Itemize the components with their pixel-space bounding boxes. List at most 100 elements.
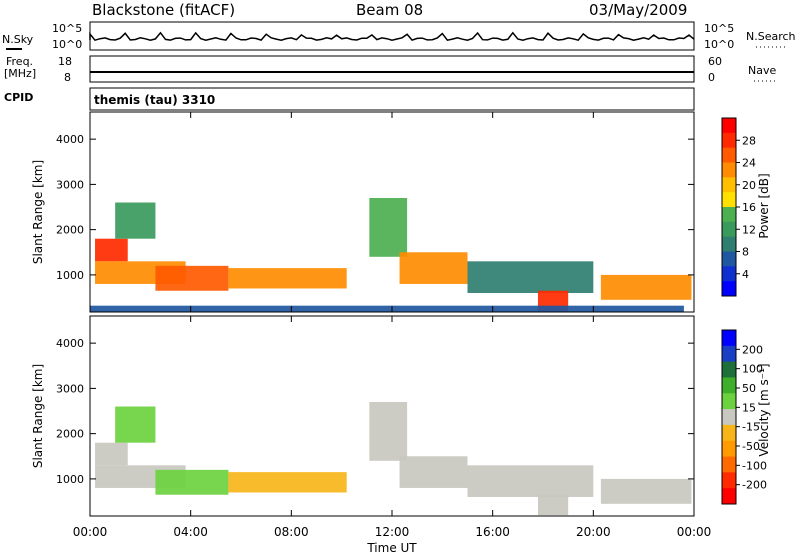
power-cbar-swatch-2 <box>722 147 736 163</box>
power-ytick-0: 4000 <box>56 133 84 146</box>
x-tick-4: 16:00 <box>475 525 510 539</box>
velocity-colorbar: 200 100 50 15 -15 -50 -100 -200 <box>721 329 767 505</box>
station-title: Blackstone (fitACF) <box>92 1 235 19</box>
cpid-panel-frame <box>89 87 695 111</box>
x-tick-1: 04:00 <box>173 525 208 539</box>
nave-tick-bottom: 0 <box>708 71 715 84</box>
power-cbar-tick-6: 4 <box>742 268 749 281</box>
power-region-5 <box>369 197 408 257</box>
velocity-cbar-tick-7: -200 <box>742 479 767 492</box>
velocity-colorbar-label: Velocity [m s⁻¹] <box>757 363 771 456</box>
freq-panel-frame <box>89 55 695 83</box>
noise-trace <box>89 31 695 42</box>
freq-tick-top: 18 <box>58 55 72 68</box>
power-cbar-swatch-11 <box>722 281 736 297</box>
noise-left-tick-bottom: 10^0 <box>52 38 82 51</box>
beam-title: Beam 08 <box>356 1 423 19</box>
x-tick-3: 12:00 <box>375 525 410 539</box>
velocity-cbar-frame <box>721 329 737 505</box>
power-cbar-tick-1: 24 <box>742 157 756 170</box>
x-tick-5: 20:00 <box>576 525 611 539</box>
power-ytick-1: 3000 <box>56 178 84 191</box>
power-region-9 <box>600 274 692 300</box>
noise-left-label: N.Sky <box>2 33 34 46</box>
velocity-region-7 <box>467 465 594 497</box>
velocity-region-0 <box>95 442 128 466</box>
velocity-cbar-swatch-9 <box>722 472 736 489</box>
power-ytick-3: 1000 <box>56 269 84 282</box>
velocity-panel: 4000 3000 2000 1000 <box>56 337 694 516</box>
power-cbar-tick-2: 20 <box>742 179 756 192</box>
nave-label: Nave <box>748 64 776 77</box>
velocity-cbar-tick-1: 100 <box>742 363 763 376</box>
noise-right-tick-top: 10^5 <box>704 22 734 35</box>
power-ylabel: Slant Range [km] <box>31 160 45 264</box>
x-axis-label: Time UT <box>366 541 417 554</box>
power-cbar-swatch-10 <box>722 266 736 282</box>
velocity-ytick-3: 1000 <box>56 473 84 486</box>
power-cbar-swatch-5 <box>722 192 736 208</box>
x-axis-ticks: 00:00 04:00 08:00 12:00 16:00 20:00 00:00 <box>73 112 712 539</box>
velocity-region-2 <box>115 406 156 443</box>
nave-tick-top: 60 <box>708 55 722 68</box>
power-cbar-swatch-1 <box>722 132 736 149</box>
cpid-mode-text: themis (tau) 3310 <box>94 93 215 107</box>
power-cbar-swatch-3 <box>722 162 736 178</box>
power-cbar-swatch-7 <box>722 221 736 238</box>
velocity-cbar-tick-5: -50 <box>742 440 760 453</box>
velocity-region-9 <box>600 478 692 504</box>
x-tick-2: 08:00 <box>274 525 309 539</box>
power-region-2 <box>115 202 156 239</box>
freq-tick-bottom: 8 <box>64 71 71 84</box>
power-region-4 <box>228 268 347 289</box>
velocity-region-6 <box>399 456 468 488</box>
velocity-region-3 <box>155 469 229 495</box>
noise-right-tick-bottom: 10^0 <box>704 38 734 51</box>
velocity-cbar-swatch-8 <box>722 456 736 473</box>
velocity-cbar-tick-6: -100 <box>742 459 767 472</box>
power-cbar-tick-0: 28 <box>742 134 756 147</box>
power-region-6 <box>399 252 468 284</box>
freq-label: Freq. <box>6 55 33 68</box>
velocity-cbar-swatch-5 <box>722 409 736 426</box>
power-colorbar-label: Power [dB] <box>757 173 771 238</box>
velocity-cbar-swatch-4 <box>722 393 736 410</box>
velocity-cbar-tick-3: 15 <box>742 401 756 414</box>
power-region-10 <box>90 305 684 312</box>
power-cbar-swatch-4 <box>722 177 736 193</box>
power-ytick-2: 2000 <box>56 224 84 237</box>
power-panel: 4000 3000 2000 1000 <box>56 133 694 312</box>
power-cbar-swatch-6 <box>722 207 736 223</box>
velocity-cbar-swatch-0 <box>722 330 736 347</box>
velocity-ylabel: Slant Range [km] <box>31 364 45 468</box>
velocity-region-4 <box>228 472 347 493</box>
velocity-cbar-tick-0: 200 <box>742 343 763 356</box>
noise-panel-frame <box>89 21 695 51</box>
velocity-cbar-swatch-10 <box>722 488 736 505</box>
power-cbar-tick-4: 12 <box>742 223 756 236</box>
cpid-label: CPID <box>4 91 33 104</box>
velocity-ytick-1: 3000 <box>56 382 84 395</box>
noise-left-tick-top: 10^5 <box>52 22 82 35</box>
velocity-cbar-swatch-3 <box>722 377 736 394</box>
freq-unit-label: [MHz] <box>4 67 36 80</box>
x-tick-0: 00:00 <box>73 525 108 539</box>
velocity-cbar-tick-2: 50 <box>742 382 756 395</box>
velocity-region-5 <box>369 401 408 461</box>
velocity-cbar-tick-4: -15 <box>742 421 760 434</box>
velocity-cbar-swatch-7 <box>722 440 736 458</box>
power-cbar-swatch-0 <box>722 118 736 134</box>
date-title: 03/May/2009 <box>589 1 687 19</box>
velocity-cbar-swatch-2 <box>722 361 736 378</box>
power-cbar-tick-3: 16 <box>742 201 756 214</box>
power-cbar-swatch-9 <box>722 251 736 267</box>
power-region-7 <box>467 261 594 293</box>
x-tick-6: 00:00 <box>677 525 712 539</box>
noise-right-label: N.Search <box>746 30 796 43</box>
velocity-cbar-swatch-1 <box>722 345 736 363</box>
noise-line <box>89 31 695 42</box>
power-region-0 <box>95 238 128 262</box>
power-cbar-tick-5: 8 <box>742 246 749 259</box>
velocity-ytick-2: 2000 <box>56 428 84 441</box>
